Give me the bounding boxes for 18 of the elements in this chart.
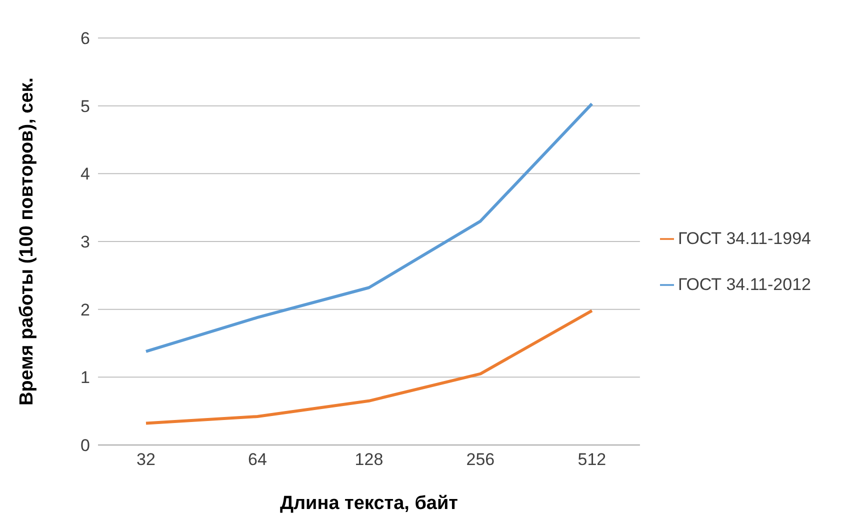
- y-tick-label: 2: [80, 300, 90, 320]
- y-tick-label: 4: [80, 164, 90, 184]
- line-series: [144, 102, 594, 353]
- x-tick-label: 128: [354, 450, 384, 470]
- y-tick-label: 3: [80, 232, 90, 252]
- x-tick-label: 64: [248, 450, 267, 470]
- legend-label: ГОСТ 34.11-1994: [678, 228, 811, 248]
- line-series: [144, 309, 594, 425]
- y-tick-label: 1: [80, 368, 90, 388]
- y-axis-title: Время работы (100 повторов), сек.: [16, 77, 38, 406]
- legend-label: ГОСТ 34.11-2012: [678, 274, 811, 294]
- x-tick-label: 512: [578, 450, 606, 470]
- x-tick-label: 32: [136, 450, 156, 470]
- y-tick-label: 5: [80, 96, 90, 116]
- y-tick-label: 6: [80, 29, 90, 48]
- x-tick-label: 256: [466, 450, 495, 470]
- y-tick-label: 0: [80, 436, 90, 456]
- x-axis-title: Длина текста, байт: [280, 493, 458, 514]
